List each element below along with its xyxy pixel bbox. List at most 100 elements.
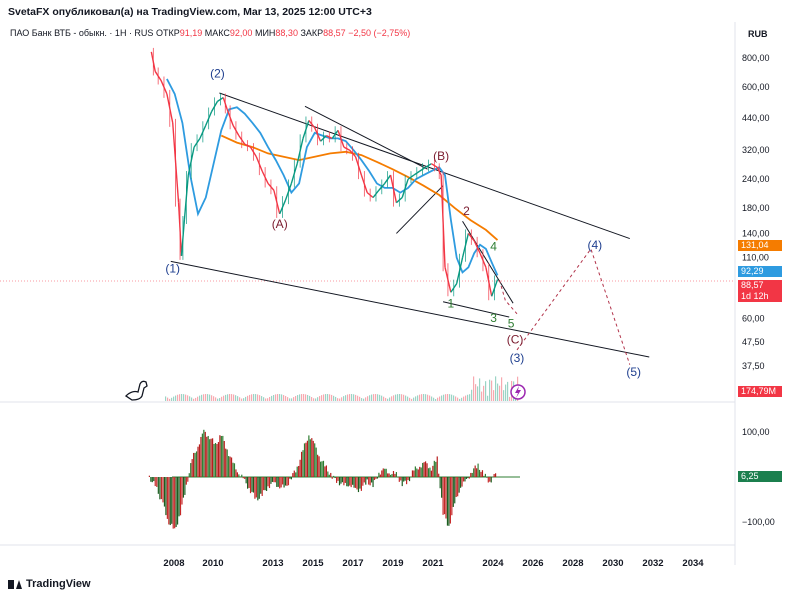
volume-bar (399, 394, 401, 401)
volume-bar (367, 396, 369, 401)
trendline (442, 301, 510, 318)
volume-bar (233, 394, 235, 401)
volume-bar (355, 394, 357, 401)
wave-label: (A) (272, 217, 288, 231)
volume-bar (385, 397, 387, 401)
volume-bar (171, 397, 173, 401)
volume-bar (235, 395, 237, 401)
volume-bar (497, 383, 499, 401)
price-tick-label: 60,00 (742, 314, 765, 324)
volume-bar (351, 394, 353, 401)
volume-bar (349, 394, 351, 401)
volume-bar (469, 394, 471, 401)
volume-bar (345, 395, 347, 401)
volume-bar (439, 396, 441, 401)
volume-bar (395, 394, 397, 401)
volume-bar (503, 390, 505, 401)
volume-bar (377, 394, 379, 401)
volume-bar (209, 394, 211, 401)
currency-label[interactable]: RUB (748, 29, 768, 39)
volume-bar (441, 395, 443, 401)
price-tick-label: 140,00 (742, 228, 770, 238)
time-tick-label: 2019 (382, 558, 403, 569)
volume-bar (313, 398, 315, 401)
volume-bar (167, 397, 169, 401)
volume-bar (231, 394, 233, 401)
ema-fast-line (166, 78, 499, 276)
price-tick-label: 320,00 (742, 145, 770, 155)
volume-bar (493, 390, 495, 401)
wave-label: 3 (490, 311, 497, 325)
time-tick-label: 2017 (342, 558, 363, 569)
close-label: ЗАКР (300, 28, 324, 38)
axis-frame (0, 22, 736, 565)
volume-bar (239, 397, 241, 401)
change-value: −2,50 (−2,75%) (348, 28, 411, 38)
time-tick-label: 2021 (422, 558, 444, 569)
volume-bar (299, 394, 301, 401)
volume-bar (309, 395, 311, 401)
wave-label: 1 (448, 297, 455, 311)
volume-bar (499, 385, 501, 401)
volume-bar (241, 398, 243, 401)
volume-bar (289, 398, 291, 401)
volume-bar (325, 394, 327, 401)
volume-bar (199, 395, 201, 401)
volume-bar (413, 397, 415, 401)
volume-bar (429, 395, 431, 401)
wave-label: 4 (490, 240, 497, 254)
volume-bar (227, 394, 229, 401)
volume-bar (293, 397, 295, 401)
volume-bar (257, 394, 259, 401)
volume-bar (317, 397, 319, 401)
volume-bar (323, 394, 325, 401)
volume-bar (301, 394, 303, 401)
ema-fast-layer (166, 78, 499, 276)
volume-bar (401, 394, 403, 401)
volume-bar (321, 395, 323, 401)
volume-bar (183, 394, 185, 401)
volume-bar (263, 397, 265, 401)
x-axis-ticks: 2008 2010 2013 2015 2017 2019 2021 2024 2026 2028… (163, 558, 704, 569)
open-label: ОТКР (155, 28, 180, 38)
volume-bar (193, 398, 195, 401)
tradingview-logo[interactable]: TradingView (8, 578, 91, 590)
volume-bar (339, 398, 341, 401)
volume-bar (365, 397, 367, 401)
volume-bar (175, 395, 177, 401)
price-tick-label: 440,00 (742, 113, 770, 123)
volume-bar (489, 379, 491, 401)
time-tick-label: 2013 (262, 558, 283, 569)
volume-bar (185, 394, 187, 401)
volume-bar (425, 394, 427, 401)
volume-bar (223, 395, 225, 401)
volume-bar (431, 396, 433, 401)
volume-bar (335, 396, 337, 401)
price-tick-label: 110,00 (742, 253, 769, 263)
oscillator-value-tag: 6,25 (738, 471, 782, 482)
volume-bar (389, 397, 391, 401)
volume-bar (265, 398, 267, 401)
volume-bar (291, 398, 293, 401)
volume-bar (357, 395, 359, 401)
volume-bar (203, 394, 205, 401)
volume-bar (311, 397, 313, 401)
volume-bar (165, 396, 167, 401)
volume-bar (403, 394, 405, 401)
wave-label: (1) (165, 261, 180, 275)
volume-bar (295, 395, 297, 401)
symbol-name[interactable]: ПАО Банк ВТБ - обыкн. · 1Н · RUS (10, 28, 154, 38)
volume-bar (249, 394, 251, 401)
volume-bar (353, 394, 355, 401)
volume-bar (273, 394, 275, 401)
volume-bar (247, 395, 249, 401)
volume-bar (359, 396, 361, 401)
volume-bar (217, 398, 219, 401)
volume-bar (319, 396, 321, 401)
oscillator-tick-label: 100,00 (742, 427, 770, 437)
price-layer (150, 47, 499, 301)
price-tag: 92,29 (738, 266, 782, 277)
volume-bar (211, 395, 213, 401)
volume-bar (479, 378, 481, 401)
